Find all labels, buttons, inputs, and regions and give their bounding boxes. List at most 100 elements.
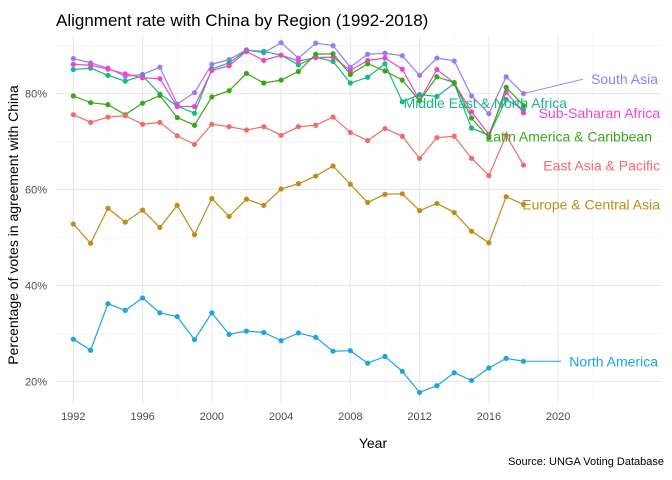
data-point-sub-saharan-africa <box>261 57 267 64</box>
data-point-europe-central-asia <box>295 181 301 187</box>
data-point-east-asia-pacific <box>226 124 232 130</box>
data-point-east-asia-pacific <box>503 132 509 138</box>
data-point-east-asia-pacific <box>105 114 111 120</box>
data-point-sub-saharan-africa <box>382 55 388 61</box>
data-point-europe-central-asia <box>486 240 492 246</box>
data-point-north-america <box>105 301 111 307</box>
data-point-south-asia <box>313 40 319 46</box>
data-point-north-america <box>174 314 180 320</box>
data-point-latin-america-caribbean <box>451 79 457 86</box>
data-point-sub-saharan-africa <box>70 61 76 67</box>
data-point-south-asia <box>451 58 457 64</box>
series-line-north-america <box>72 297 524 394</box>
x-tick-label: 2004 <box>269 411 293 423</box>
data-point-sub-saharan-africa <box>174 103 180 110</box>
y-tick-label: 40% <box>25 280 47 292</box>
data-point-middle-east-north-africa <box>330 58 336 65</box>
data-point-north-america <box>468 377 475 384</box>
data-point-latin-america-caribbean <box>191 122 198 128</box>
data-point-europe-central-asia <box>365 199 371 206</box>
data-point-east-asia-pacific <box>434 135 440 141</box>
data-point-east-asia-pacific <box>399 133 405 139</box>
data-point-sub-saharan-africa <box>468 109 475 115</box>
data-point-europe-central-asia <box>382 191 388 197</box>
data-point-middle-east-north-africa <box>417 91 423 98</box>
data-point-europe-central-asia <box>503 194 509 200</box>
series-label-middle-east-north-africa: Middle East & North Africa <box>404 95 568 111</box>
y-tick-label: 60% <box>25 185 47 197</box>
data-point-latin-america-caribbean <box>226 88 232 94</box>
data-point-europe-central-asia <box>261 202 267 208</box>
data-point-east-asia-pacific <box>243 127 250 133</box>
data-point-south-asia <box>191 90 198 96</box>
data-point-north-america <box>191 337 198 343</box>
data-point-europe-central-asia <box>278 186 284 192</box>
data-point-south-asia <box>70 55 76 62</box>
data-point-europe-central-asia <box>417 208 423 214</box>
data-point-europe-central-asia <box>468 228 475 234</box>
data-point-south-asia <box>503 74 509 80</box>
data-point-europe-central-asia <box>88 240 94 246</box>
data-point-east-asia-pacific <box>122 113 128 119</box>
data-point-east-asia-pacific <box>209 121 215 127</box>
data-point-sub-saharan-africa <box>105 66 111 72</box>
data-point-east-asia-pacific <box>468 155 475 161</box>
data-point-europe-central-asia <box>399 191 405 197</box>
x-tick-label: 1992 <box>61 411 85 423</box>
data-point-europe-central-asia <box>70 221 76 227</box>
series-label-europe-central-asia: Europe & Central Asia <box>522 196 660 212</box>
data-point-east-asia-pacific <box>191 141 198 148</box>
data-point-north-america <box>313 334 319 340</box>
data-point-latin-america-caribbean <box>157 92 163 99</box>
data-point-europe-central-asia <box>243 196 250 202</box>
data-point-east-asia-pacific <box>295 124 301 130</box>
data-point-latin-america-caribbean <box>88 100 94 106</box>
data-point-south-asia <box>209 61 215 67</box>
data-point-latin-america-caribbean <box>382 68 388 74</box>
data-point-east-asia-pacific <box>365 137 371 144</box>
data-point-latin-america-caribbean <box>261 80 267 86</box>
data-point-sub-saharan-africa <box>226 63 232 69</box>
data-point-middle-east-north-africa <box>295 62 301 68</box>
data-point-north-america <box>88 347 94 353</box>
data-point-north-america <box>209 310 215 316</box>
data-point-north-america <box>243 328 250 334</box>
data-point-east-asia-pacific <box>157 119 163 125</box>
data-point-south-asia <box>486 111 492 117</box>
x-tick-label: 2000 <box>200 411 224 423</box>
series-label-east-asia-pacific: East Asia & Pacific <box>543 158 660 174</box>
data-point-latin-america-caribbean <box>313 51 319 57</box>
data-point-latin-america-caribbean <box>243 70 250 77</box>
data-point-north-america <box>226 331 232 337</box>
data-point-latin-america-caribbean <box>486 135 492 141</box>
chart-caption: Source: UNGA Voting Database <box>508 456 664 468</box>
data-point-sub-saharan-africa <box>278 52 284 58</box>
data-point-east-asia-pacific <box>347 129 353 136</box>
data-point-east-asia-pacific <box>382 125 388 132</box>
data-point-south-asia <box>330 42 336 49</box>
data-point-east-asia-pacific <box>451 133 457 139</box>
data-point-north-america <box>261 329 267 336</box>
data-point-north-america <box>434 383 440 389</box>
data-point-sub-saharan-africa <box>157 76 163 82</box>
data-point-sub-saharan-africa <box>295 58 301 64</box>
data-point-middle-east-north-africa <box>70 66 76 73</box>
data-point-south-asia <box>399 53 405 59</box>
series-label-latin-america-caribbean: Latin America & Caribbean <box>485 129 652 145</box>
data-point-europe-central-asia <box>139 207 146 213</box>
chart-title: Alignment rate with China by Region (199… <box>56 11 428 30</box>
data-point-north-america <box>399 368 405 374</box>
data-point-europe-central-asia <box>209 196 215 202</box>
data-point-latin-america-caribbean <box>399 77 405 83</box>
x-axis-title: Year <box>359 435 388 451</box>
x-tick-label: 2016 <box>477 411 501 423</box>
data-point-latin-america-caribbean <box>295 68 301 75</box>
series-label-north-america: North America <box>569 353 658 369</box>
data-point-latin-america-caribbean <box>70 93 76 99</box>
data-point-east-asia-pacific <box>313 122 319 128</box>
data-point-east-asia-pacific <box>278 132 284 138</box>
data-point-europe-central-asia <box>434 200 440 207</box>
data-point-middle-east-north-africa <box>468 125 475 131</box>
